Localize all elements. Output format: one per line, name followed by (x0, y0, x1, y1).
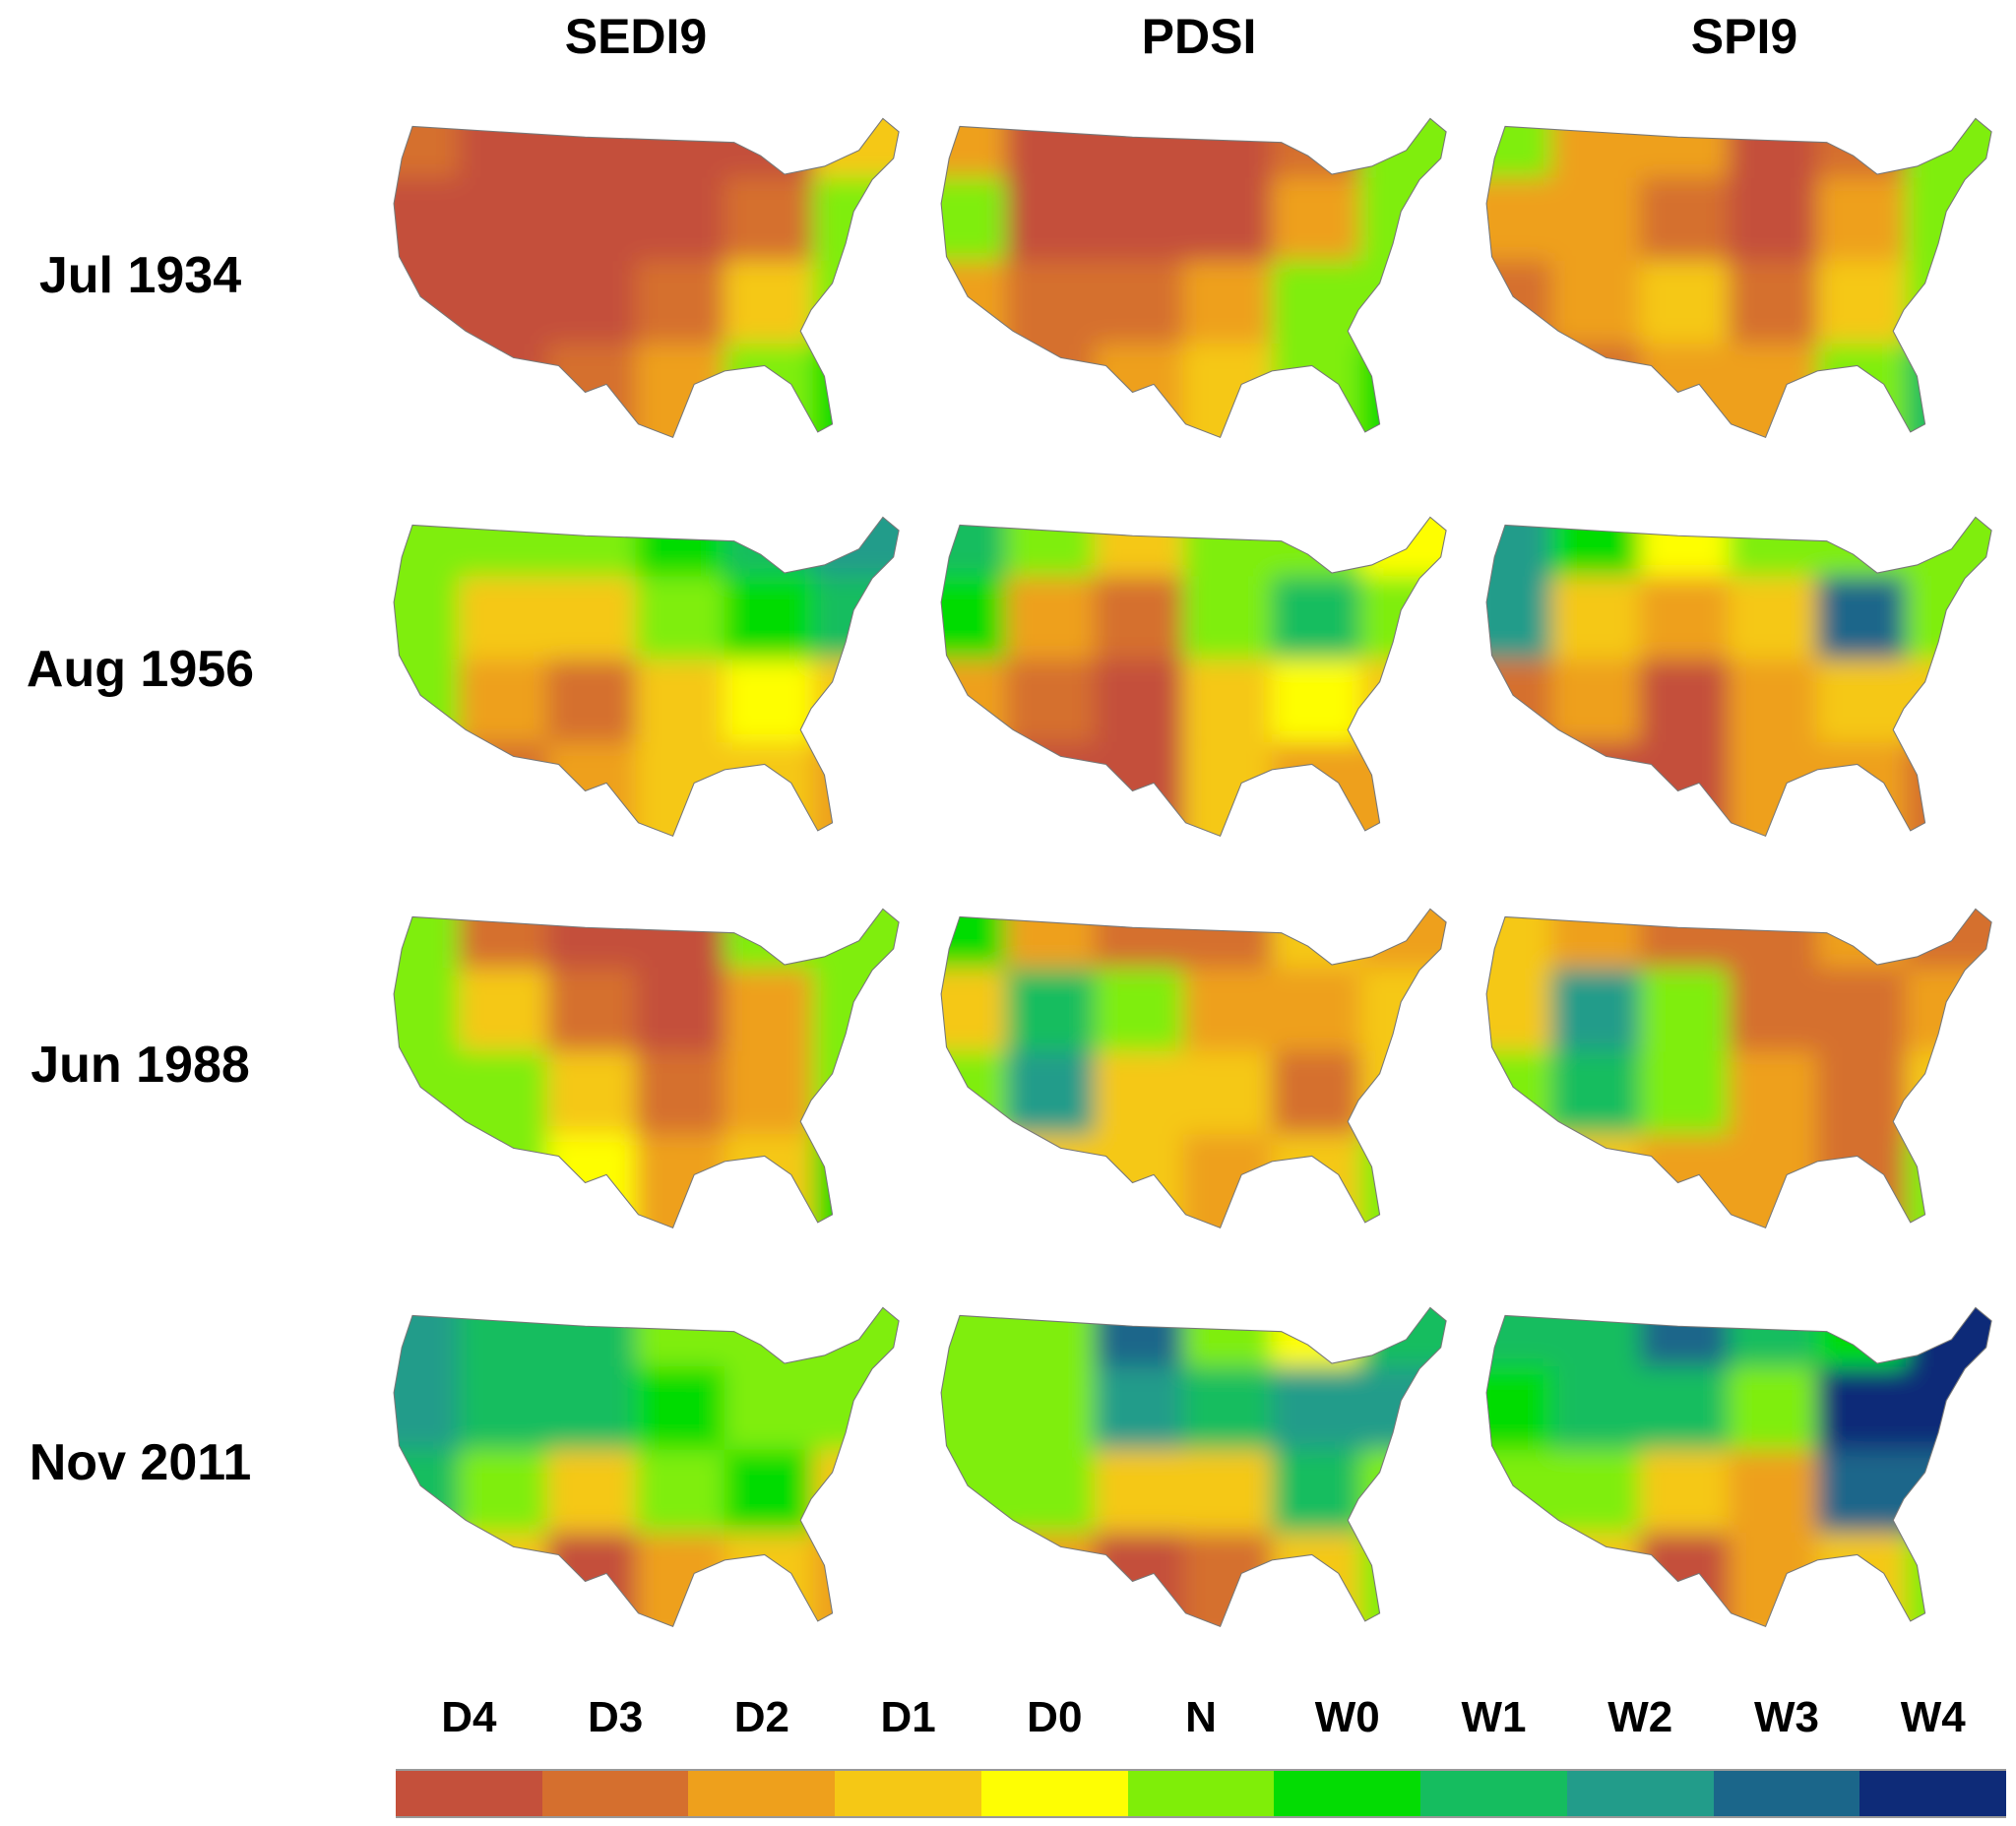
region-cell-w0 (812, 344, 900, 438)
row-label-jun-1988: Jun 1988 (31, 1037, 250, 1094)
region-cell-d2 (1359, 742, 1447, 837)
map-sedi9-nov-2011 (393, 1306, 900, 1628)
region-cell-n (1486, 1533, 1584, 1627)
map-sedi9-jun-1988 (393, 908, 900, 1229)
legend-swatch-w4 (1859, 1771, 2007, 1816)
region-cell-w1 (1905, 344, 1992, 438)
region-cell-n (1359, 260, 1447, 376)
region-cell-d4 (1486, 742, 1584, 837)
us-outline (940, 516, 1447, 838)
region-cell-d1 (812, 1449, 900, 1565)
region-cell-d1 (1359, 659, 1447, 775)
us-outline (393, 117, 900, 439)
map-spi9-nov-2011 (1485, 1306, 1992, 1628)
map-spi9-aug-1956 (1485, 516, 1992, 838)
region-cell-n (812, 1050, 900, 1166)
legend-swatch-w2 (1566, 1771, 1714, 1816)
us-outline (393, 908, 900, 1229)
region-cell-n (394, 1533, 491, 1627)
region-cell-d3 (1905, 742, 1992, 837)
region-cell-n (394, 1134, 491, 1228)
legend-swatch-n (1127, 1771, 1275, 1816)
legend-label-w3: W3 (1753, 1693, 1819, 1741)
legend-label-w2: W2 (1607, 1693, 1673, 1741)
row-label-aug-1956: Aug 1956 (26, 641, 255, 698)
column-header-sedi9: SEDI9 (564, 9, 708, 64)
region-cell-d1 (812, 659, 900, 775)
region-cell-d1 (1905, 1050, 1992, 1166)
legend-swatch-w1 (1420, 1771, 1567, 1816)
region-cell-d2 (812, 742, 900, 837)
legend-swatch-w3 (1713, 1771, 1860, 1816)
column-header-pdsi: PDSI (1141, 9, 1257, 64)
us-outline (393, 1306, 900, 1628)
map-spi9-jun-1988 (1485, 908, 1992, 1229)
map-pdsi-jul-1934 (940, 117, 1447, 439)
region-cell-n (1359, 1533, 1447, 1627)
legend-label-d1: D1 (880, 1693, 936, 1741)
us-outline (940, 117, 1447, 439)
us-outline (940, 1306, 1447, 1628)
region-cell-d1 (941, 1134, 1039, 1228)
region-cell-d2 (394, 742, 491, 837)
legend-label-n: N (1185, 1693, 1217, 1741)
legend-swatch-d3 (541, 1771, 689, 1816)
us-outline (940, 908, 1447, 1229)
legend-label-d0: D0 (1027, 1693, 1083, 1741)
region-cell-n (1905, 260, 1992, 376)
row-label-jul-1934: Jul 1934 (38, 247, 242, 304)
map-sedi9-jul-1934 (393, 117, 900, 439)
map-pdsi-aug-1956 (940, 516, 1447, 838)
us-outline (1485, 516, 1992, 838)
us-outline (393, 516, 900, 838)
region-cell-n (941, 1533, 1039, 1627)
legend-swatch-d2 (688, 1771, 836, 1816)
legend-label-w0: W0 (1314, 1693, 1380, 1741)
column-header-spi9: SPI9 (1690, 9, 1798, 64)
region-cell-n (1486, 1134, 1584, 1228)
us-outline (1485, 908, 1992, 1229)
region-cell-n (1359, 1134, 1447, 1228)
region-cell-n (1905, 1134, 1992, 1228)
legend-color-bar (396, 1769, 2007, 1818)
map-pdsi-jun-1988 (940, 908, 1447, 1229)
region-cell-n (812, 260, 900, 376)
legend-swatch-d4 (396, 1771, 542, 1816)
map-pdsi-nov-2011 (940, 1306, 1447, 1628)
legend-label-w4: W4 (1900, 1693, 1966, 1741)
row-label-nov-2011: Nov 2011 (29, 1434, 252, 1491)
us-outline (1485, 1306, 1992, 1628)
region-cell-w3 (1905, 1449, 1992, 1565)
legend-label-d4: D4 (441, 1693, 497, 1741)
region-cell-d2 (812, 1533, 900, 1627)
map-spi9-jul-1934 (1485, 117, 1992, 439)
region-cell-d2 (941, 742, 1039, 837)
legend-label-d2: D2 (733, 1693, 789, 1741)
region-cell-d3 (1486, 344, 1584, 438)
region-cell-w0 (1359, 344, 1447, 438)
region-cell-d3 (394, 344, 491, 438)
region-cell-n (1905, 1533, 1992, 1627)
region-cell-n (1359, 1449, 1447, 1565)
region-cell-w0 (812, 1134, 900, 1228)
legend-label-w1: W1 (1461, 1693, 1527, 1741)
map-sedi9-aug-1956 (393, 516, 900, 838)
legend-label-d3: D3 (587, 1693, 644, 1741)
legend-labels: D4 D3 D2 D1 D0 N W0 W1 W2 W3 W4 (396, 1693, 2006, 1742)
region-cell-d1 (1359, 1050, 1447, 1166)
legend-swatch-w0 (1274, 1771, 1421, 1816)
region-cell-d2 (941, 344, 1039, 438)
legend-swatch-d0 (980, 1771, 1128, 1816)
region-cell-d1 (1905, 659, 1992, 775)
legend-swatch-d1 (835, 1771, 981, 1816)
us-outline (1485, 117, 1992, 439)
